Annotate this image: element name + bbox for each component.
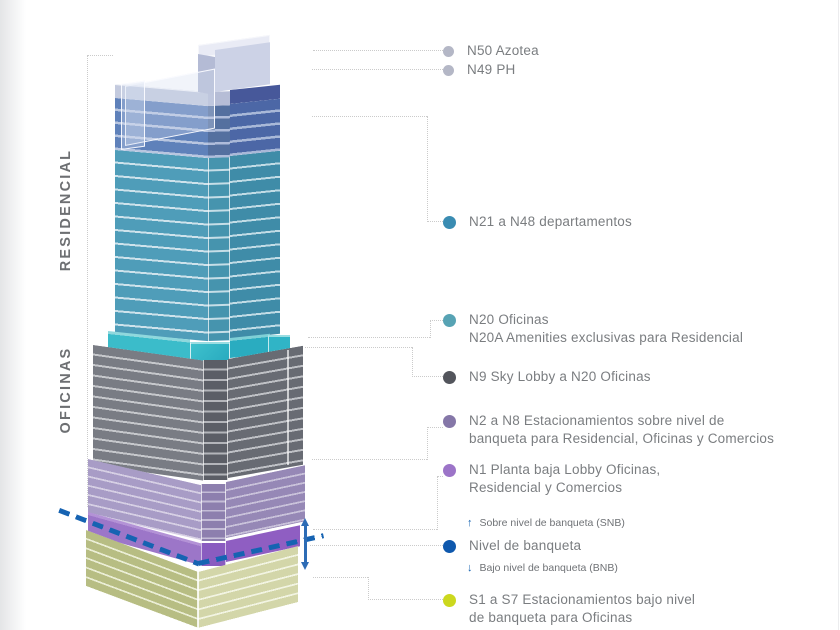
legend-item-banqueta: Nivel de banqueta xyxy=(443,537,581,555)
legend-label-line: S1 a S7 Estacionamientos bajo nivel xyxy=(469,592,696,607)
teal-floors-left xyxy=(115,150,208,342)
page-edge-right-line xyxy=(838,0,839,630)
leader-line xyxy=(312,69,443,70)
left-bracket-tick xyxy=(87,55,113,56)
leader-line xyxy=(437,476,438,530)
oficinas-block-corner-strip xyxy=(203,360,228,480)
legend-label-line: N20A Amenities exclusivas para Residenci… xyxy=(469,330,744,345)
legend-label-line: N2 a N8 Estacionamientos sobre nivel de xyxy=(469,413,725,428)
legend-item-n2-n8: N2 a N8 Estacionamientos sobre nivel de … xyxy=(443,412,774,448)
leader-line xyxy=(313,577,368,578)
leader-line xyxy=(430,320,431,338)
leader-line xyxy=(310,545,443,546)
up-arrow-icon: ↑ xyxy=(467,517,473,529)
left-bracket-line xyxy=(87,55,88,507)
leader-line xyxy=(313,529,437,530)
legend-item-n21-n48: N21 a N48 departamentos xyxy=(443,213,632,231)
section-label-residencial: RESIDENCIAL xyxy=(58,148,74,272)
teal-floors-right xyxy=(230,150,280,339)
legend-bullet-n1 xyxy=(443,463,456,477)
legend-label: N49 PH xyxy=(467,62,516,77)
section-label-oficinas: OFICINAS xyxy=(58,346,74,434)
bnb-note-text: Bajo nivel de banqueta (BNB) xyxy=(479,562,618,574)
legend-bullet-banqueta xyxy=(443,539,456,553)
legend-label-line: de banqueta para Oficinas xyxy=(469,610,633,625)
legend-label-line: N1 Planta baja Lobby Oficinas, xyxy=(469,462,661,477)
legend-label: N9 Sky Lobby a N20 Oficinas xyxy=(469,369,651,384)
leader-line xyxy=(427,427,428,460)
teal-floors-corner xyxy=(208,157,230,341)
sotanos-base-corner-edge xyxy=(197,571,199,628)
snb-note-text: Sobre nivel de banqueta (SNB) xyxy=(479,517,625,529)
legend-bullet-n2-n8 xyxy=(443,414,456,428)
legend-label: N2 a N8 Estacionamientos sobre nivel de … xyxy=(469,412,774,448)
leader-line xyxy=(368,599,443,600)
legend-label-line: Residencial y Comercios xyxy=(469,480,623,495)
snb-bnb-double-arrow xyxy=(299,518,312,570)
legend-item-n1: N1 Planta baja Lobby Oficinas, Residenci… xyxy=(443,461,660,497)
oficinas-block-mullion xyxy=(287,350,289,465)
double-arrow-shaft xyxy=(304,524,307,564)
legend-bullet-n50 xyxy=(443,45,454,57)
legend-label-line: banqueta para Residencial, Oficinas y Co… xyxy=(469,431,775,446)
legend-item-n9-n20: N9 Sky Lobby a N20 Oficinas xyxy=(443,368,651,386)
legend-item-n50: N50 Azotea xyxy=(443,42,539,60)
legend-label: N20 Oficinas N20A Amenities exclusivas p… xyxy=(469,311,743,347)
leader-line xyxy=(305,347,412,348)
legend-label: S1 a S7 Estacionamientos bajo nivel de b… xyxy=(469,591,695,627)
legend-bullet-n49 xyxy=(443,64,454,76)
tower-right-face xyxy=(230,84,280,339)
double-arrow-down-head xyxy=(301,562,310,570)
bnb-note: ↓ Bajo nivel de banqueta (BNB) xyxy=(467,561,618,575)
leader-line xyxy=(308,337,430,338)
leader-line xyxy=(427,221,443,222)
down-arrow-icon: ↓ xyxy=(467,562,473,574)
legend-bullet-n9-n20 xyxy=(443,370,456,384)
leader-line xyxy=(312,459,427,460)
n20-band-corner-block xyxy=(190,342,230,364)
legend-label: N50 Azotea xyxy=(467,43,539,58)
legend-label: N1 Planta baja Lobby Oficinas, Residenci… xyxy=(469,461,660,497)
legend-bullet-n21-n48 xyxy=(443,215,456,229)
legend-label: Nivel de banqueta xyxy=(469,538,582,553)
legend-item-s1-s7: S1 a S7 Estacionamientos bajo nivel de b… xyxy=(443,591,695,627)
podium-corner-strip xyxy=(201,484,226,541)
page-edge-gradient xyxy=(0,0,26,630)
legend-bullet-s1-s7 xyxy=(443,593,456,607)
leader-line xyxy=(368,577,369,600)
legend-label: N21 a N48 departamentos xyxy=(469,214,632,229)
legend-label-line: N20 Oficinas xyxy=(469,312,549,327)
snb-note: ↑ Sobre nivel de banqueta (SNB) xyxy=(467,516,625,530)
blue-floors-right xyxy=(230,98,280,156)
oficinas-block-right-face xyxy=(228,345,303,478)
leader-line xyxy=(312,116,427,117)
crown-screen-small xyxy=(121,80,145,150)
leader-line xyxy=(427,116,428,222)
leader-line xyxy=(412,347,413,377)
double-arrow-up-head xyxy=(301,518,310,526)
legend-item-n20: N20 Oficinas N20A Amenities exclusivas p… xyxy=(443,311,743,347)
rooftop-cap-right-face xyxy=(215,42,270,92)
leader-line xyxy=(430,320,443,321)
leader-line xyxy=(313,50,443,51)
oficinas-block-left-face xyxy=(93,345,203,481)
leader-line xyxy=(437,476,443,477)
leader-line xyxy=(427,427,443,428)
legend-item-n49: N49 PH xyxy=(443,61,515,79)
legend-bullet-n20 xyxy=(443,313,456,327)
leader-line xyxy=(412,376,443,377)
